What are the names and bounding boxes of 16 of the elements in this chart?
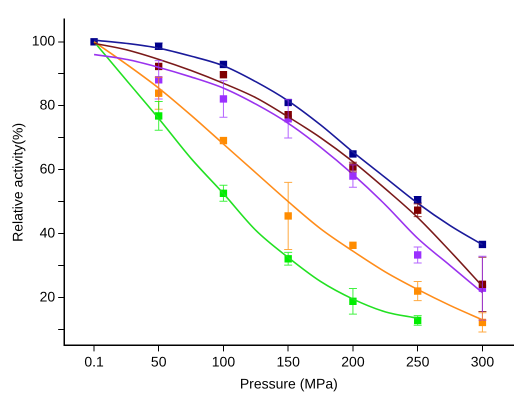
x-tick-label: 100	[212, 354, 236, 370]
y-tick-label: 40	[40, 224, 56, 240]
point	[220, 71, 228, 78]
y-tick-label: 100	[32, 32, 56, 49]
x-tick-label: 300	[470, 354, 494, 370]
x-axis-title: Pressure (MPa)	[240, 375, 338, 392]
x-tick-label: 0.1	[84, 354, 104, 370]
x-tick-label: 250	[406, 354, 430, 370]
y-tick-label: 20	[40, 288, 56, 304]
point	[349, 242, 357, 250]
y-tick-label: 60	[40, 160, 56, 176]
x-tick-label: 150	[276, 354, 300, 370]
y-tick-label: 80	[40, 96, 56, 113]
x-tick-label: 200	[341, 354, 365, 370]
x-tick-label: 50	[150, 354, 167, 370]
y-axis-title: Relative activity(%)	[9, 122, 26, 242]
